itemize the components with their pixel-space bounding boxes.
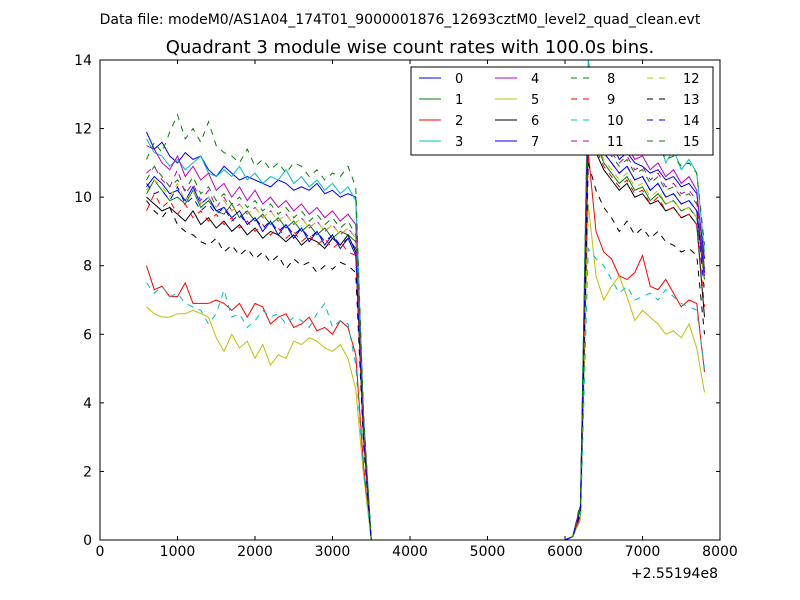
legend-label-15: 15	[683, 135, 700, 150]
x-tick-label: 7000	[625, 544, 661, 560]
y-tick-label: 10	[74, 190, 92, 206]
legend-label-4: 4	[531, 72, 539, 87]
legend-label-3: 3	[455, 135, 463, 150]
series-line-5	[146, 203, 705, 540]
legend-label-11: 11	[607, 135, 624, 150]
legend-label-5: 5	[531, 93, 539, 108]
legend-label-12: 12	[683, 72, 700, 87]
legend-label-10: 10	[607, 114, 624, 129]
x-offset-label: +2.55194e8	[631, 566, 718, 582]
legend-box	[410, 66, 714, 156]
series-line-13	[146, 162, 705, 540]
x-tick-label: 6000	[547, 544, 583, 560]
x-tick-label: 1000	[160, 544, 196, 560]
legend-label-13: 13	[683, 93, 700, 108]
x-tick-label: 3000	[315, 544, 351, 560]
series-line-1	[146, 114, 705, 540]
legend-label-6: 6	[531, 114, 539, 129]
y-tick-label: 2	[83, 464, 92, 480]
x-tick-label: 8000	[702, 544, 738, 560]
y-tick-label: 12	[74, 122, 92, 138]
legend-label-1: 1	[455, 93, 463, 108]
legend-label-9: 9	[607, 93, 615, 108]
x-tick-label: 5000	[470, 544, 506, 560]
x-tick-label: 2000	[237, 544, 273, 560]
series-line-6	[146, 121, 705, 540]
legend-label-8: 8	[607, 72, 615, 87]
y-tick-label: 8	[83, 259, 92, 275]
x-tick-label: 0	[96, 544, 105, 560]
legend-label-14: 14	[683, 114, 700, 129]
x-tick-label: 4000	[392, 544, 428, 560]
series-line-2	[146, 152, 705, 540]
chart-title: Quadrant 3 module wise count rates with …	[166, 37, 655, 58]
y-tick-label: 4	[83, 396, 92, 412]
series-line-14	[146, 104, 705, 540]
series-line-8	[146, 97, 705, 540]
y-tick-label: 14	[74, 53, 92, 69]
legend-label-7: 7	[531, 135, 539, 150]
y-tick-label: 6	[83, 327, 92, 343]
suptitle: Data file: modeM0/AS1A04_174T01_90000018…	[100, 12, 701, 28]
y-tick-label: 0	[83, 533, 92, 549]
series-line-12	[146, 111, 705, 540]
legend-label-2: 2	[455, 114, 463, 129]
series-line-9	[146, 118, 705, 540]
x-axis: 0 1000 2000 3000 4000 5000 6000 7000 8000	[96, 60, 738, 560]
legend-label-0: 0	[455, 72, 463, 87]
